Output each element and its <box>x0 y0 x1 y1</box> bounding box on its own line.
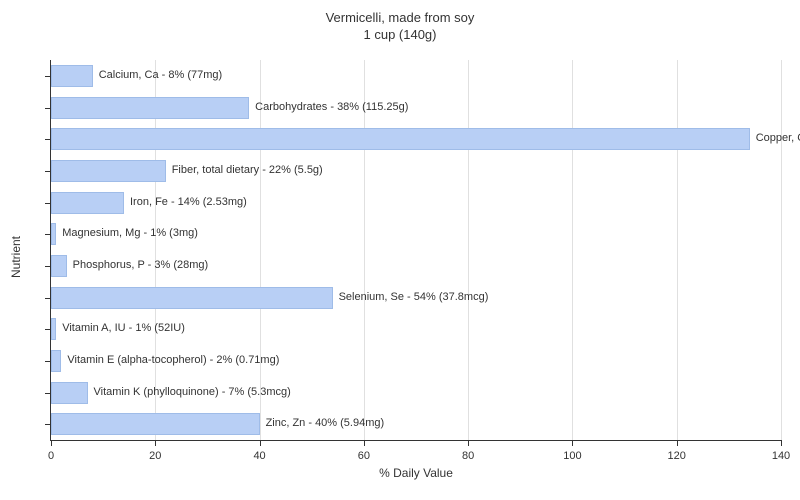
x-tick <box>572 440 573 446</box>
x-tick <box>468 440 469 446</box>
nutrient-chart: Vermicelli, made from soy 1 cup (140g) N… <box>0 0 800 500</box>
bar-label: Vitamin A, IU - 1% (52IU) <box>62 322 185 334</box>
y-tick <box>45 108 51 109</box>
x-tick-label: 120 <box>668 450 686 462</box>
x-tick-label: 20 <box>149 450 161 462</box>
gridline <box>364 60 365 440</box>
bar <box>51 128 750 150</box>
gridline <box>468 60 469 440</box>
x-tick <box>677 440 678 446</box>
gridline <box>677 60 678 440</box>
bar <box>51 97 249 119</box>
bar-label: Carbohydrates - 38% (115.25g) <box>255 101 408 113</box>
y-tick <box>45 266 51 267</box>
bar-label: Vitamin K (phylloquinone) - 7% (5.3mcg) <box>94 386 291 398</box>
bar <box>51 382 88 404</box>
bar <box>51 287 333 309</box>
x-tick-label: 40 <box>253 450 265 462</box>
y-tick <box>45 171 51 172</box>
bar-label: Vitamin E (alpha-tocopherol) - 2% (0.71m… <box>67 354 279 366</box>
bar-label: Iron, Fe - 14% (2.53mg) <box>130 196 247 208</box>
bar <box>51 223 56 245</box>
y-tick <box>45 298 51 299</box>
title-line-1: Vermicelli, made from soy <box>326 10 475 25</box>
x-tick-label: 100 <box>563 450 581 462</box>
bar-label: Zinc, Zn - 40% (5.94mg) <box>266 417 385 429</box>
bar <box>51 160 166 182</box>
title-line-2: 1 cup (140g) <box>364 27 437 42</box>
x-tick <box>51 440 52 446</box>
gridline <box>781 60 782 440</box>
x-tick-label: 80 <box>462 450 474 462</box>
plot-area: Nutrient % Daily Value 02040608010012014… <box>50 60 781 441</box>
bar <box>51 350 61 372</box>
bar-label: Selenium, Se - 54% (37.8mcg) <box>339 291 489 303</box>
x-tick-label: 0 <box>48 450 54 462</box>
y-tick <box>45 139 51 140</box>
gridline <box>572 60 573 440</box>
bar-label: Fiber, total dietary - 22% (5.5g) <box>172 164 323 176</box>
y-tick <box>45 393 51 394</box>
x-axis-label: % Daily Value <box>379 466 453 480</box>
x-tick-label: 60 <box>358 450 370 462</box>
x-tick <box>155 440 156 446</box>
bar-label: Magnesium, Mg - 1% (3mg) <box>62 227 198 239</box>
bar <box>51 318 56 340</box>
bar-label: Copper, Cu - 134% (2.682mg) <box>756 132 800 144</box>
chart-title: Vermicelli, made from soy 1 cup (140g) <box>0 0 800 44</box>
x-tick <box>260 440 261 446</box>
bar <box>51 255 67 277</box>
x-tick <box>364 440 365 446</box>
bar-label: Phosphorus, P - 3% (28mg) <box>73 259 209 271</box>
y-tick <box>45 329 51 330</box>
bar <box>51 192 124 214</box>
y-axis-label: Nutrient <box>9 236 23 278</box>
x-tick-label: 140 <box>772 450 790 462</box>
gridline <box>260 60 261 440</box>
bar <box>51 413 260 435</box>
y-tick <box>45 203 51 204</box>
y-tick <box>45 234 51 235</box>
x-tick <box>781 440 782 446</box>
y-tick <box>45 76 51 77</box>
y-tick <box>45 424 51 425</box>
bar-label: Calcium, Ca - 8% (77mg) <box>99 69 222 81</box>
bar <box>51 65 93 87</box>
y-tick <box>45 361 51 362</box>
